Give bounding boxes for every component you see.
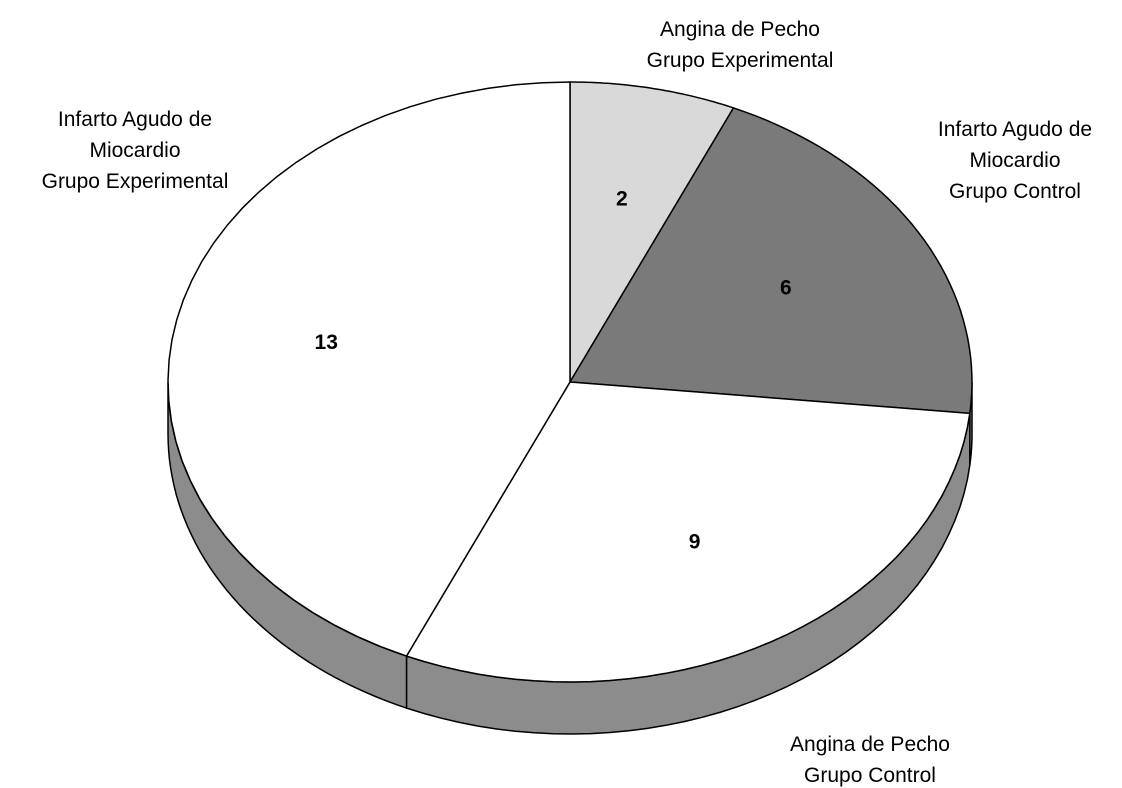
pie-slice [405,381,971,683]
category-label: Angina de Pecho Grupo Experimental [647,18,834,72]
category-label: Infarto Agudo de Miocardio Grupo Control [938,118,1092,203]
category-label: Angina de Pecho Grupo Control [790,733,950,787]
category-label: Infarto Agudo de Miocardio Grupo Experimen… [42,108,229,193]
value-label: 9 [689,531,701,554]
pie-slice [569,81,735,385]
pie-slice [167,81,571,658]
value-label: 2 [616,188,628,211]
value-label: 6 [780,277,792,300]
value-label: 13 [315,331,338,354]
pie-slice [568,106,973,415]
